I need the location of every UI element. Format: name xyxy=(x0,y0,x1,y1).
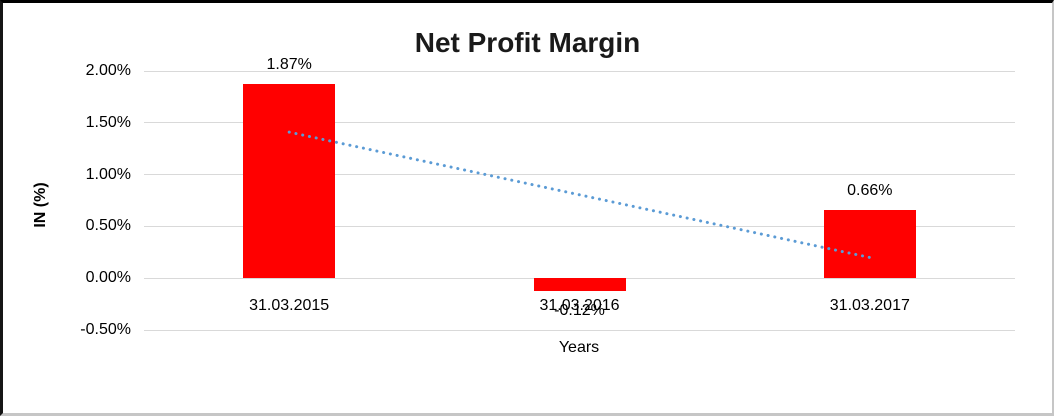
y-tick-label: -0.50% xyxy=(80,321,131,338)
trendline xyxy=(287,130,872,259)
bar-data-label: 1.87% xyxy=(266,56,312,74)
y-tick-label: 1.50% xyxy=(85,113,131,131)
bar xyxy=(823,209,916,279)
plot-area: 31.03.2015 31.03.2016 31.03.2017 1.87% -0.12… xyxy=(144,56,1015,331)
x-axis-title: Years xyxy=(558,339,600,356)
y-tick-label: 1.00% xyxy=(85,165,131,183)
bar-data-label: 0.66% xyxy=(847,181,893,199)
bar xyxy=(243,84,336,279)
gridline xyxy=(144,225,1015,227)
chart-title: Net Profit Margin xyxy=(414,27,641,58)
gridline xyxy=(144,122,1015,124)
bar xyxy=(533,278,626,291)
y-axis-title: IN (%) xyxy=(32,182,49,228)
x-tick-label: 31.03.2017 xyxy=(829,297,910,315)
y-tick-label: 0.50% xyxy=(85,217,131,235)
x-tick-label: 31.03.2015 xyxy=(249,297,330,315)
bar-data-label: -0.12% xyxy=(554,301,605,319)
x-tick-label: 31.03.2016 xyxy=(539,297,620,315)
y-tick-label: 2.00% xyxy=(85,62,131,79)
y-tick-label: 0.00% xyxy=(85,269,131,287)
gridline xyxy=(144,70,1015,72)
gridline xyxy=(144,329,1015,331)
gridline xyxy=(144,174,1015,176)
